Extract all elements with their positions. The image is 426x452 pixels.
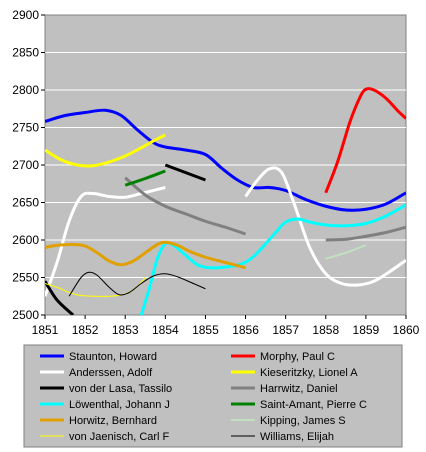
series-line-staunton-howard [45,108,406,212]
legend-label-saint-amant-pierre-c: Saint-Amant, Pierre C [260,399,367,411]
x-tick-label: 1853 [112,323,139,337]
x-tick-label: 1860 [393,323,420,337]
legend-label-staunton-howard: Staunton, Howard [69,351,157,363]
series-lines [45,87,406,315]
legend-label-morphy-paul-c: Morphy, Paul C [260,351,335,363]
legend-label-horwitz-bernhard: Horwitz, Bernhard [69,415,157,427]
legend-label-williams-elijah: Williams, Elijah [260,431,334,443]
y-tick-label: 2550 [12,271,39,285]
x-tick-label: 1856 [232,323,259,337]
series-line-morphy-paul-c [324,87,406,194]
series-line-harrwitz-daniel [325,225,406,242]
x-tick-label: 1859 [353,323,380,337]
x-tick-label: 1858 [312,323,339,337]
x-tick-label: 1852 [72,323,99,337]
legend-label-kieseritzky-lionel-a: Kieseritzky, Lionel A [260,367,358,379]
x-tick-label: 1851 [32,323,59,337]
series-line-von-der-lasa-tassilo [164,163,206,182]
legend-box [23,344,403,448]
series-line-kieseritzky-lionel-a [45,133,167,168]
series-line-horwitz-bernhard [45,240,246,270]
y-tick-label: 2750 [12,121,39,135]
y-tick-label: 2800 [12,83,39,97]
legend: Staunton, Howard Morphy, Paul C Anderssen,… [40,351,367,443]
y-tick-label: 2600 [12,233,39,247]
y-tick-label: 2500 [12,308,39,322]
series-line-williams-elijah [68,271,206,297]
legend-label-anderssen-adolf: Anderssen, Adolf [69,367,153,379]
legend-label-harrwitz-daniel: Harrwitz, Daniel [260,383,338,395]
legend-label-von-der-lasa-tassilo: von der Lasa, Tassilo [69,383,172,395]
x-tick-label: 1857 [272,323,299,337]
series-line-harrwitz-daniel [124,176,247,236]
series-line-von-der-lasa-tassilo [45,280,75,315]
series-line-anderssen-adolf [244,166,406,287]
series-line-kipping-james-s [325,244,367,260]
x-tick-label: 1854 [152,323,179,337]
series-line-anderssen-adolf [45,186,166,297]
legend-label-von-jaenisch-carl-f: von Jaenisch, Carl F [69,431,170,443]
legend-label-lowenthal-johann-j: Löwenthal, Johann J [69,399,170,411]
x-axis: 1851 1852 1853 1854 1855 1856 1857 1858 1859 1860 [32,315,420,337]
legend-label-kipping-james-s: Kipping, James S [260,415,346,427]
x-tick-label: 1855 [192,323,219,337]
y-tick-label: 2850 [12,46,39,60]
y-tick-label: 2650 [12,196,39,210]
series-line-saint-amant-pierre-c [124,169,166,187]
y-axis: 2500 2550 2600 2650 2700 2750 2800 2850 2900 [12,8,45,322]
y-tick-label: 2900 [12,8,39,22]
y-tick-label: 2700 [12,158,39,172]
